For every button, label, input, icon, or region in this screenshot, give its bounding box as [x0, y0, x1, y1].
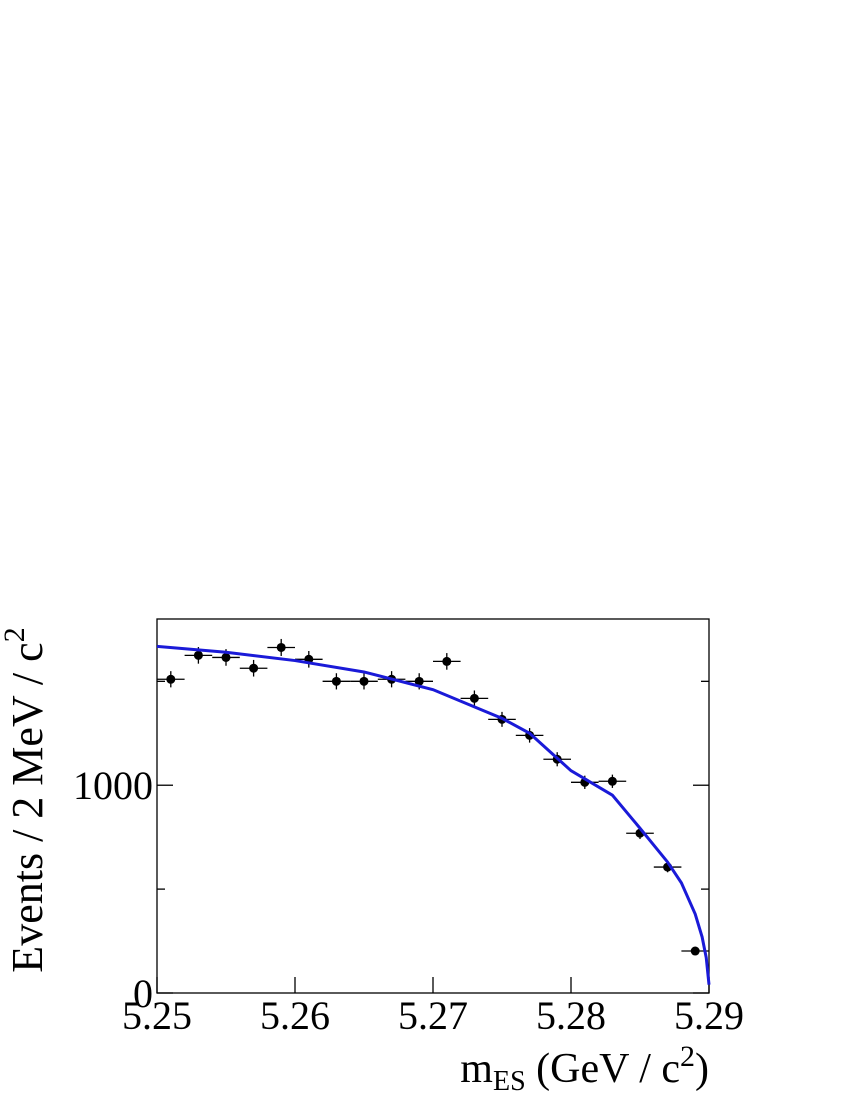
data-point: [414, 676, 424, 686]
x-tick-label: 5.26: [260, 993, 330, 1038]
data-point: [166, 674, 176, 684]
data-point: [690, 946, 700, 956]
x-tick-label: 5.29: [674, 993, 744, 1038]
x-label-sub: ES: [493, 1066, 526, 1097]
x-tick-label: 5.25: [122, 993, 192, 1038]
x-label-close: ): [695, 1046, 709, 1092]
x-label-sup: 2: [680, 1040, 695, 1073]
data-point: [249, 663, 259, 673]
x-label-main: m: [460, 1046, 493, 1092]
y-tick-label: 0: [133, 971, 153, 1016]
data-point: [469, 693, 479, 703]
data-point: [607, 776, 617, 786]
plot-frame: [156, 618, 710, 994]
y-label-sup: 2: [0, 627, 31, 642]
x-axis-label: mES (GeV / c2): [460, 1040, 709, 1097]
y-tick-label: 1000: [73, 763, 153, 808]
y-axis-label: Events / 2 MeV / c2: [0, 627, 52, 972]
y-label-text: Events / 2 MeV / c: [3, 642, 52, 972]
x-tick-label: 5.28: [536, 993, 606, 1038]
x-tick-label: 5.27: [398, 993, 468, 1038]
data-point: [193, 650, 203, 660]
x-label-rest: (GeV / c: [526, 1046, 680, 1092]
data-point: [331, 676, 341, 686]
data-point: [442, 656, 452, 666]
data-point: [359, 676, 369, 686]
fit-curve: [156, 644, 711, 985]
data-point: [276, 642, 286, 652]
data-point: [221, 652, 231, 662]
